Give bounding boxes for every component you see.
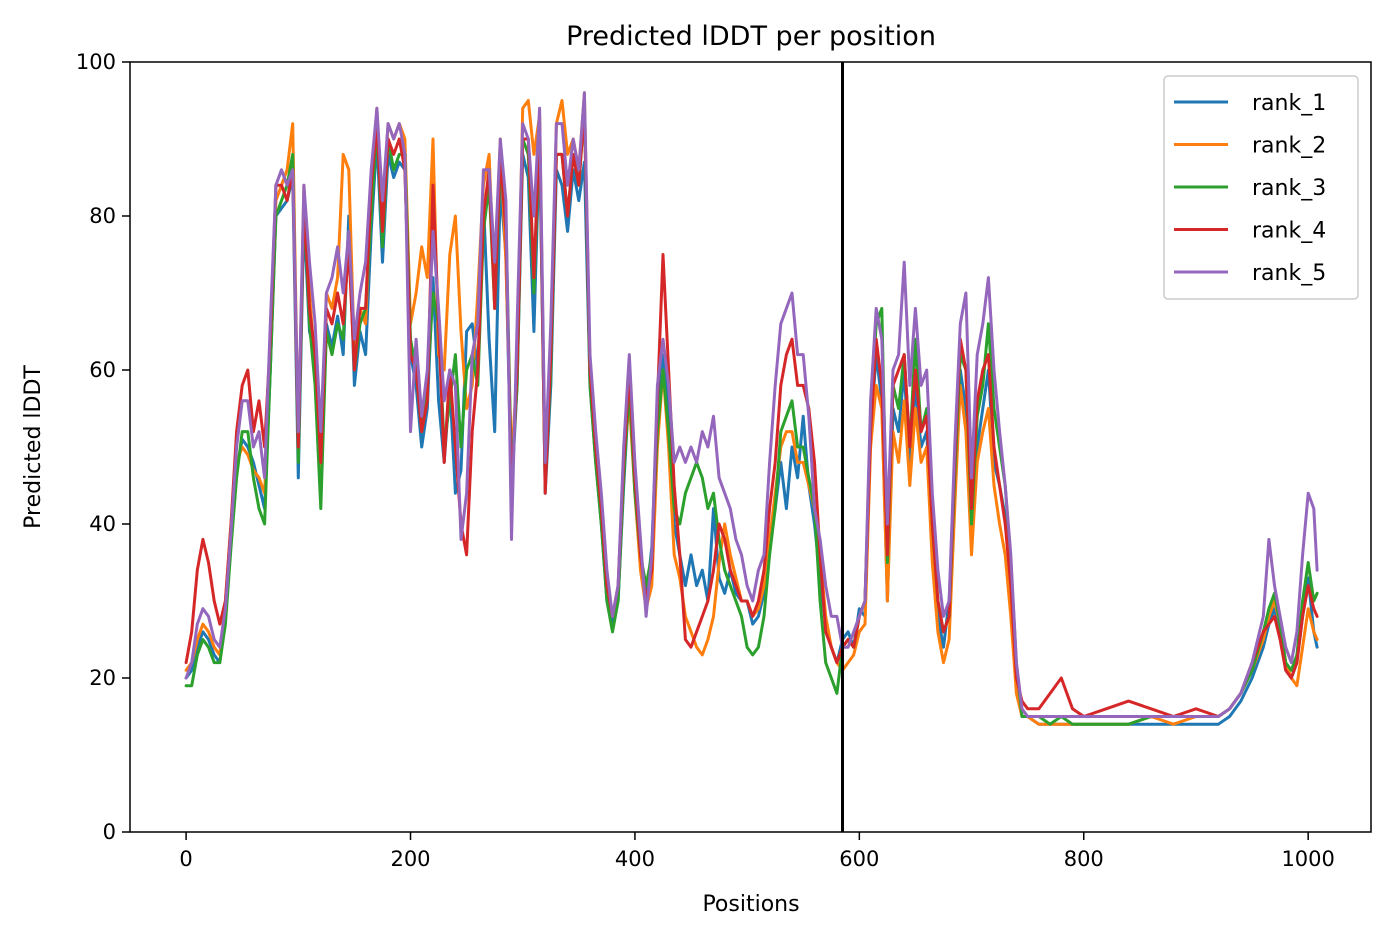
legend-label-rank-1: rank_1 — [1252, 91, 1326, 116]
legend-label-rank-5: rank_5 — [1252, 261, 1326, 286]
legend-label-rank-3: rank_3 — [1252, 176, 1326, 201]
legend-box — [1163, 75, 1359, 300]
legend: rank_1 rank_2 rank_3 rank_4 rank_5 — [1163, 75, 1359, 300]
x-tick-label: 400 — [615, 847, 655, 871]
legend-label-rank-4: rank_4 — [1252, 219, 1326, 244]
x-tick-label: 0 — [179, 847, 192, 871]
series-line-rank-3 — [184, 106, 1319, 726]
y-axis-title: Predicted lDDT — [21, 365, 46, 529]
y-tick-label: 60 — [89, 358, 116, 382]
y-tick-label: 40 — [89, 512, 116, 536]
y-tick-label: 80 — [89, 204, 116, 228]
y-axis-ticks: 0 20 40 60 80 100 — [76, 50, 130, 844]
x-axis-title: Positions — [702, 892, 799, 917]
series-line-rank-4 — [184, 106, 1319, 718]
y-tick-label: 100 — [76, 50, 116, 74]
x-tick-label: 1000 — [1281, 847, 1334, 871]
x-tick-label: 600 — [839, 847, 879, 871]
series-line-rank-5 — [184, 91, 1319, 718]
plot-frame — [129, 61, 1372, 833]
y-tick-label: 20 — [89, 666, 116, 690]
x-tick-label: 200 — [390, 847, 430, 871]
series-layer — [184, 91, 1319, 726]
chart-title: Predicted lDDT per position — [566, 21, 936, 52]
y-tick-label: 0 — [103, 820, 116, 844]
series-line-rank-2 — [184, 91, 1319, 726]
x-axis-ticks: 0 200 400 600 800 1000 — [179, 832, 1335, 871]
x-tick-label: 800 — [1064, 847, 1104, 871]
legend-label-rank-2: rank_2 — [1252, 134, 1326, 159]
series-line-rank-1 — [184, 137, 1319, 726]
